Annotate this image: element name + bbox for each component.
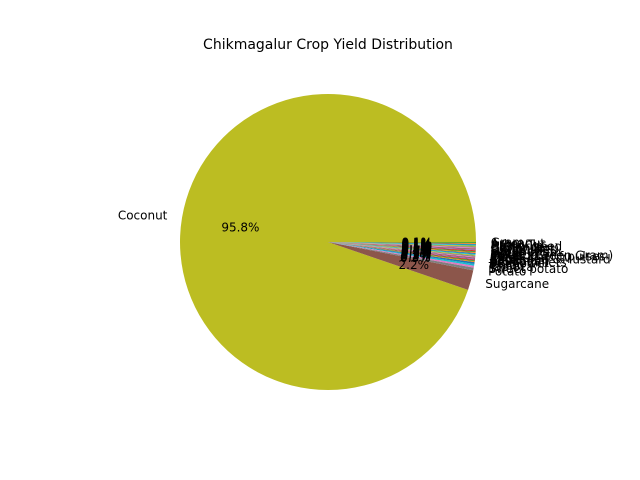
pie-slice bbox=[328, 242, 477, 243]
slice-label: Other Kharif pulses bbox=[490, 250, 605, 264]
slice-label: Sweet potato bbox=[489, 262, 569, 276]
pie-slice bbox=[328, 242, 476, 257]
slice-label: Soyabean bbox=[490, 255, 549, 269]
pie-slices bbox=[180, 93, 477, 390]
slice-label: Jowar bbox=[489, 247, 523, 261]
slice-percent: 0.1% bbox=[401, 245, 432, 259]
slice-label: Bajra bbox=[491, 239, 522, 253]
slice-percent: 0.3% bbox=[400, 251, 431, 265]
slice-percent: 0.1% bbox=[401, 246, 432, 260]
pie-slice bbox=[328, 242, 476, 256]
pie-slice bbox=[328, 242, 476, 252]
slice-percent: 0.1% bbox=[401, 240, 432, 254]
pie-slice bbox=[328, 242, 476, 254]
pie-slice bbox=[328, 242, 475, 266]
slice-label: Gram bbox=[491, 236, 524, 250]
slice-label: Sunflower bbox=[489, 257, 549, 271]
pie-slice bbox=[328, 242, 476, 253]
pie-slice bbox=[328, 242, 474, 290]
slice-label: Horse-gram bbox=[491, 246, 562, 260]
slice-label: Garlic bbox=[491, 244, 526, 258]
pie-slice bbox=[328, 242, 476, 251]
pie-slice bbox=[328, 242, 476, 255]
slice-percent: 0.1% bbox=[402, 236, 433, 250]
pie-slice bbox=[180, 93, 477, 390]
slice-label: Onion bbox=[489, 258, 524, 272]
slice-label: Sugarcane bbox=[485, 277, 549, 291]
slice-label: Ragi bbox=[490, 252, 516, 266]
slice-label: Rapeseed &Mustard bbox=[490, 253, 611, 267]
pie-slice bbox=[328, 242, 475, 264]
slice-label: Coconut bbox=[118, 208, 168, 222]
pie-slice bbox=[328, 242, 475, 268]
slice-percent: 0.1% bbox=[402, 237, 433, 251]
slice-label: Rice bbox=[490, 251, 516, 265]
slice-percent: 95.8% bbox=[221, 220, 259, 234]
pie-slice bbox=[328, 242, 476, 260]
pie-slice bbox=[328, 242, 475, 261]
pie-slice bbox=[328, 242, 475, 263]
pie-slice bbox=[328, 242, 476, 244]
slice-percent: 0.1% bbox=[401, 240, 432, 254]
slice-label: Potato bbox=[488, 265, 526, 279]
slice-percent: 0.2% bbox=[400, 250, 431, 264]
slice-label: Arecanut bbox=[491, 237, 545, 251]
pie-slice bbox=[328, 242, 476, 248]
slice-percent: 0.1% bbox=[401, 244, 432, 258]
slice-percent: 0.1% bbox=[402, 238, 433, 252]
slice-percent: 0.1% bbox=[401, 239, 432, 253]
pie-slice bbox=[328, 242, 476, 249]
slice-label: Groundnut bbox=[491, 245, 555, 259]
pie-slice bbox=[328, 242, 475, 262]
slice-percent: 0.1% bbox=[401, 242, 432, 256]
pie-slice bbox=[328, 242, 476, 258]
pie-slice bbox=[328, 242, 476, 247]
slice-label: Cotton(lint) bbox=[491, 242, 559, 256]
slice-percent: 0.1% bbox=[401, 245, 432, 259]
slice-percent: 0.2% bbox=[400, 249, 431, 263]
slice-label: Tapioca bbox=[488, 260, 534, 274]
slice-label: Sesamum bbox=[490, 254, 550, 268]
slice-percent: 0.1% bbox=[401, 246, 432, 260]
slice-label: Moong(Green Gram) bbox=[490, 249, 613, 263]
pie-percent-labels: 95.8%2.2%0.3%0.2%0.2%0.2%0.1%0.1%0.1%0.1… bbox=[221, 220, 432, 272]
pie-slice bbox=[328, 242, 474, 271]
slice-label: Coriander bbox=[491, 241, 550, 255]
slice-percent: 0.2% bbox=[401, 248, 432, 262]
slice-label: Maize bbox=[490, 248, 525, 262]
slice-percent: 0.1% bbox=[401, 239, 432, 253]
pie-slice bbox=[328, 242, 476, 259]
slice-label: Dry chillies bbox=[491, 243, 557, 257]
slice-label: Small millets bbox=[490, 256, 567, 270]
slice-percent: 0.1% bbox=[402, 235, 433, 249]
slice-percent: 0.1% bbox=[401, 244, 432, 258]
pie-slice bbox=[328, 242, 476, 254]
chart-title: Chikmagalur Crop Yield Distribution bbox=[203, 37, 453, 53]
slice-percent: 0.1% bbox=[401, 241, 432, 255]
slice-percent: 0.1% bbox=[401, 242, 432, 256]
pie-slice bbox=[328, 242, 476, 250]
slice-percent: 0.1% bbox=[401, 238, 432, 252]
slice-percent: 0.1% bbox=[401, 243, 432, 257]
slice-percent: 0.1% bbox=[402, 236, 433, 250]
pie-slice bbox=[328, 242, 476, 246]
slice-percent: 0.1% bbox=[401, 241, 432, 255]
pie-slice bbox=[328, 242, 476, 245]
slice-percent: 0.1% bbox=[401, 247, 432, 261]
slice-label: Arhar/Tur bbox=[491, 238, 546, 252]
slice-label: Castor seed bbox=[491, 240, 562, 254]
slice-percent: 2.2% bbox=[399, 258, 430, 272]
